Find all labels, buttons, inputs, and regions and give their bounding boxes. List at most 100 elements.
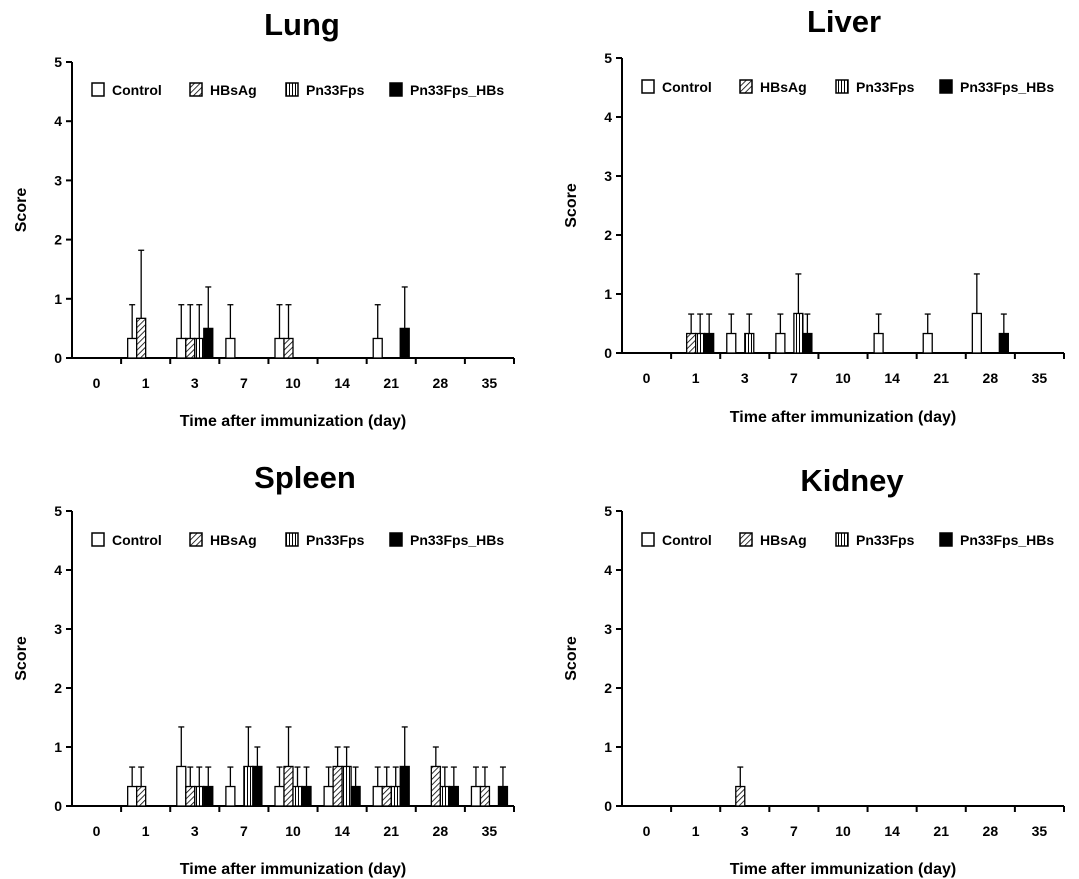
y-tick-label: 3	[54, 172, 62, 188]
x-tick-label: 10	[835, 823, 851, 839]
legend-swatch-pn33fps-hbs	[389, 532, 403, 547]
y-tick-label: 2	[604, 680, 612, 696]
legend-label: HBsAg	[210, 82, 257, 98]
y-tick-label: 3	[54, 621, 62, 637]
legend-label: Pn33Fps	[856, 532, 915, 548]
bar-pn33fps	[194, 337, 205, 359]
x-tick-label: 10	[285, 823, 301, 839]
x-tick-label: 35	[482, 823, 498, 839]
x-tick-label: 21	[933, 370, 949, 386]
chart-panel-kidney: Kidney 0 1 2 3 4 5 0 1 3 7 10 14 21 28 35 Time after imm…	[563, 463, 1065, 878]
y-tick-label: 0	[604, 798, 612, 814]
legend-swatch-hbsag	[739, 532, 753, 547]
legend-swatch-pn33fps	[835, 532, 849, 547]
bar-pn33fps	[341, 765, 352, 807]
bar-pn33fps-hbs	[802, 332, 813, 354]
x-tick-label: 21	[933, 823, 949, 839]
x-tick-label: 28	[433, 375, 449, 391]
y-tick-label: 3	[604, 621, 612, 637]
x-tick-label: 7	[790, 823, 798, 839]
x-tick-label: 35	[482, 375, 498, 391]
bar-pn33fps-hbs	[704, 332, 715, 354]
bar-pn33fps	[744, 332, 755, 354]
bar-control	[274, 785, 285, 807]
x-tick-label: 21	[383, 375, 399, 391]
x-axis-label: Time after immunization (day)	[730, 861, 956, 878]
bar-pn33fps	[292, 785, 303, 807]
x-tick-label: 28	[983, 823, 999, 839]
legend-label: Control	[112, 532, 162, 548]
y-tick-label: 4	[54, 562, 62, 578]
bar-control	[873, 332, 884, 354]
y-axis-label: Score	[563, 183, 580, 228]
chart-panel-lung: Lung 0 1 2 3 4 5 0 1 3 7 10 14 21 28 35 Time after immun…	[13, 7, 515, 430]
bar-pn33fps-hbs	[203, 327, 214, 359]
bar-pn33fps-hbs	[350, 785, 361, 807]
y-tick-label: 4	[604, 562, 612, 578]
bar-hbsag	[185, 785, 196, 807]
bar-hbsag	[479, 785, 491, 807]
legend-label: Pn33Fps	[856, 79, 915, 95]
legend-label: Pn33Fps	[306, 532, 365, 548]
chart-panel-liver: Liver 0 1 2 3 4 5 0 1 3 7 10 14 21 28 35 Time after immu…	[563, 4, 1065, 426]
legend-swatch-pn33fps-hbs	[389, 82, 403, 97]
legend-swatch-control	[91, 82, 105, 97]
x-tick-label: 3	[741, 370, 749, 386]
bar-control	[127, 337, 138, 359]
legend-swatch-control	[91, 532, 105, 547]
y-tick-label: 5	[54, 54, 62, 70]
x-tick-label: 0	[93, 375, 101, 391]
legend-swatch-pn33fps	[285, 82, 299, 97]
bar-hbsag	[686, 332, 697, 354]
legend: Control HBsAg Pn33Fps Pn33Fps_HBs	[91, 532, 504, 548]
bar-hbsag	[283, 765, 294, 807]
bar-hbsag	[136, 785, 147, 807]
bar-control	[372, 337, 383, 359]
y-tick-label: 1	[604, 286, 612, 302]
y-tick-label: 0	[54, 798, 62, 814]
x-tick-label: 10	[835, 370, 851, 386]
y-tick-label: 3	[604, 168, 612, 184]
x-tick-label: 14	[884, 823, 900, 839]
bar-control	[971, 312, 982, 354]
bar-control	[726, 332, 737, 354]
y-tick-label: 5	[54, 503, 62, 519]
bar-control	[323, 785, 334, 807]
legend-label: Pn33Fps_HBs	[410, 532, 504, 548]
legend-swatch-control	[641, 79, 655, 94]
y-tick-label: 1	[604, 739, 612, 755]
bar-hbsag	[185, 337, 196, 359]
legend-swatch-hbsag	[189, 532, 203, 547]
y-tick-label: 1	[54, 739, 62, 755]
legend-swatch-hbsag	[739, 79, 753, 94]
bar-control	[372, 785, 383, 807]
bar-pn33fps-hbs	[301, 785, 312, 807]
y-tick-label: 5	[604, 503, 612, 519]
panel-title: Kidney	[800, 463, 904, 498]
legend: Control HBsAg Pn33Fps Pn33Fps_HBs	[641, 532, 1054, 548]
x-tick-label: 7	[240, 823, 248, 839]
legend-swatch-hbsag	[189, 82, 203, 97]
x-tick-label: 28	[433, 823, 449, 839]
bar-control	[176, 765, 187, 807]
bar-pn33fps-hbs	[497, 785, 509, 807]
bar-hbsag	[381, 785, 392, 807]
bar-control	[274, 337, 285, 359]
bar-control	[470, 785, 482, 807]
x-tick-label: 7	[790, 370, 798, 386]
x-tick-label: 0	[643, 370, 651, 386]
x-tick-label: 0	[93, 823, 101, 839]
x-axis-label: Time after immunization (day)	[180, 413, 406, 430]
x-tick-label: 1	[142, 375, 150, 391]
bar-pn33fps	[793, 312, 804, 354]
bar-pn33fps	[695, 332, 706, 354]
bar-control	[176, 337, 187, 359]
x-tick-label: 3	[191, 823, 199, 839]
bar-pn33fps	[194, 785, 205, 807]
bar-pn33fps-hbs	[252, 765, 263, 807]
x-tick-label: 28	[983, 370, 999, 386]
legend-swatch-pn33fps	[285, 532, 299, 547]
y-tick-label: 2	[54, 232, 62, 248]
bar-pn33fps	[243, 765, 254, 807]
bar-hbsag	[332, 765, 343, 807]
